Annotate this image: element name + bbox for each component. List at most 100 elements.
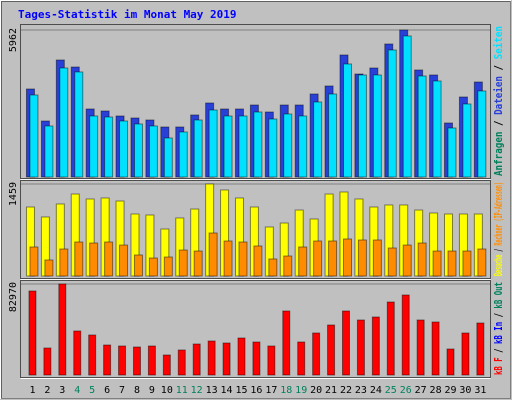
bar: [88, 334, 97, 376]
x-tick-label: 15: [235, 385, 247, 396]
legend-entry: Anfragen: [492, 132, 505, 176]
bar: [313, 101, 323, 178]
x-tick-label: 8: [134, 385, 140, 396]
bar: [268, 118, 278, 178]
x-tick-label: 26: [400, 385, 412, 396]
legend-separator: /: [492, 246, 505, 255]
bar: [103, 344, 112, 376]
x-tick-label: 2: [44, 385, 50, 396]
bar: [59, 67, 69, 178]
bar: [43, 347, 52, 376]
bar: [297, 341, 306, 376]
x-tick-label: 24: [370, 385, 382, 396]
bar: [298, 246, 308, 277]
bar: [328, 93, 338, 178]
x-tick-label: 11: [176, 385, 188, 396]
bar: [193, 250, 203, 277]
legend-separator: /: [492, 344, 505, 357]
bar: [133, 254, 143, 277]
bar: [417, 242, 427, 277]
bar: [89, 115, 99, 178]
bar: [132, 346, 141, 376]
bar: [401, 294, 410, 376]
bar: [268, 258, 278, 277]
bar: [177, 349, 186, 376]
bar: [417, 75, 427, 178]
bar: [237, 337, 246, 376]
x-tick-label: 28: [430, 385, 442, 396]
x-tick-label: 20: [310, 385, 322, 396]
bar: [387, 247, 397, 277]
bar: [477, 90, 487, 178]
x-tick-label: 7: [119, 385, 125, 396]
bar: [59, 248, 69, 277]
bar: [431, 321, 440, 376]
bar: [74, 71, 84, 178]
bar: [313, 240, 323, 277]
bar: [44, 259, 54, 277]
x-tick-label: 12: [191, 385, 203, 396]
bar: [28, 290, 37, 376]
x-tick-label: 27: [415, 385, 427, 396]
bar: [432, 80, 442, 178]
legend-entry: kB In: [492, 322, 505, 344]
bar: [253, 245, 263, 277]
x-tick-label: 19: [295, 385, 307, 396]
bar: [58, 283, 67, 376]
bar: [312, 332, 321, 376]
bar: [283, 255, 293, 277]
bar: [162, 354, 171, 376]
x-tick-label: 30: [459, 385, 471, 396]
x-tick-label: 4: [74, 385, 80, 396]
x-tick-label: 16: [250, 385, 262, 396]
bar: [238, 241, 248, 277]
bar: [327, 324, 336, 376]
x-tick-label: 29: [444, 385, 456, 396]
legend-entry: Rechner (IP-Adressen): [492, 182, 505, 246]
bar: [208, 109, 218, 178]
bar: [207, 340, 216, 376]
bar: [178, 249, 188, 277]
bar: [283, 113, 293, 178]
bar: [148, 257, 158, 277]
bar: [446, 348, 455, 376]
legend-entry: Dateien: [492, 76, 505, 115]
bar: [357, 239, 367, 277]
bar: [104, 116, 114, 178]
x-tick-label: 13: [206, 385, 218, 396]
bar: [178, 131, 188, 178]
legend-separator: /: [492, 59, 505, 76]
bar: [223, 240, 233, 277]
bar: [29, 246, 39, 277]
bar: [119, 120, 129, 178]
bar: [147, 345, 156, 376]
bar: [192, 343, 201, 376]
x-tick-label: 10: [161, 385, 173, 396]
bar: [372, 239, 382, 277]
bar: [74, 241, 84, 277]
bar: [104, 241, 114, 277]
x-tick-label: 31: [474, 385, 486, 396]
bar: [208, 232, 218, 277]
bar: [238, 115, 248, 178]
bar: [342, 63, 352, 178]
bar: [118, 345, 127, 376]
bar: [447, 250, 457, 277]
bar: [133, 123, 143, 178]
y-tick-label: 82970: [8, 282, 19, 312]
bar: [148, 125, 158, 178]
x-tick-label: 3: [59, 385, 65, 396]
bar: [356, 319, 365, 376]
bar: [163, 256, 173, 277]
legend: Anfragen / Dateien / Seiten: [492, 26, 505, 176]
bar: [342, 238, 352, 277]
bar: [267, 345, 276, 376]
bar: [477, 248, 487, 277]
bar: [223, 115, 233, 178]
legend-separator: /: [492, 115, 505, 132]
legend: Besuche / Rechner (IP-Adressen): [492, 182, 505, 276]
bar: [73, 330, 82, 376]
bar: [416, 319, 425, 376]
legend-entry: Besuche: [492, 255, 505, 276]
bar: [119, 244, 129, 277]
